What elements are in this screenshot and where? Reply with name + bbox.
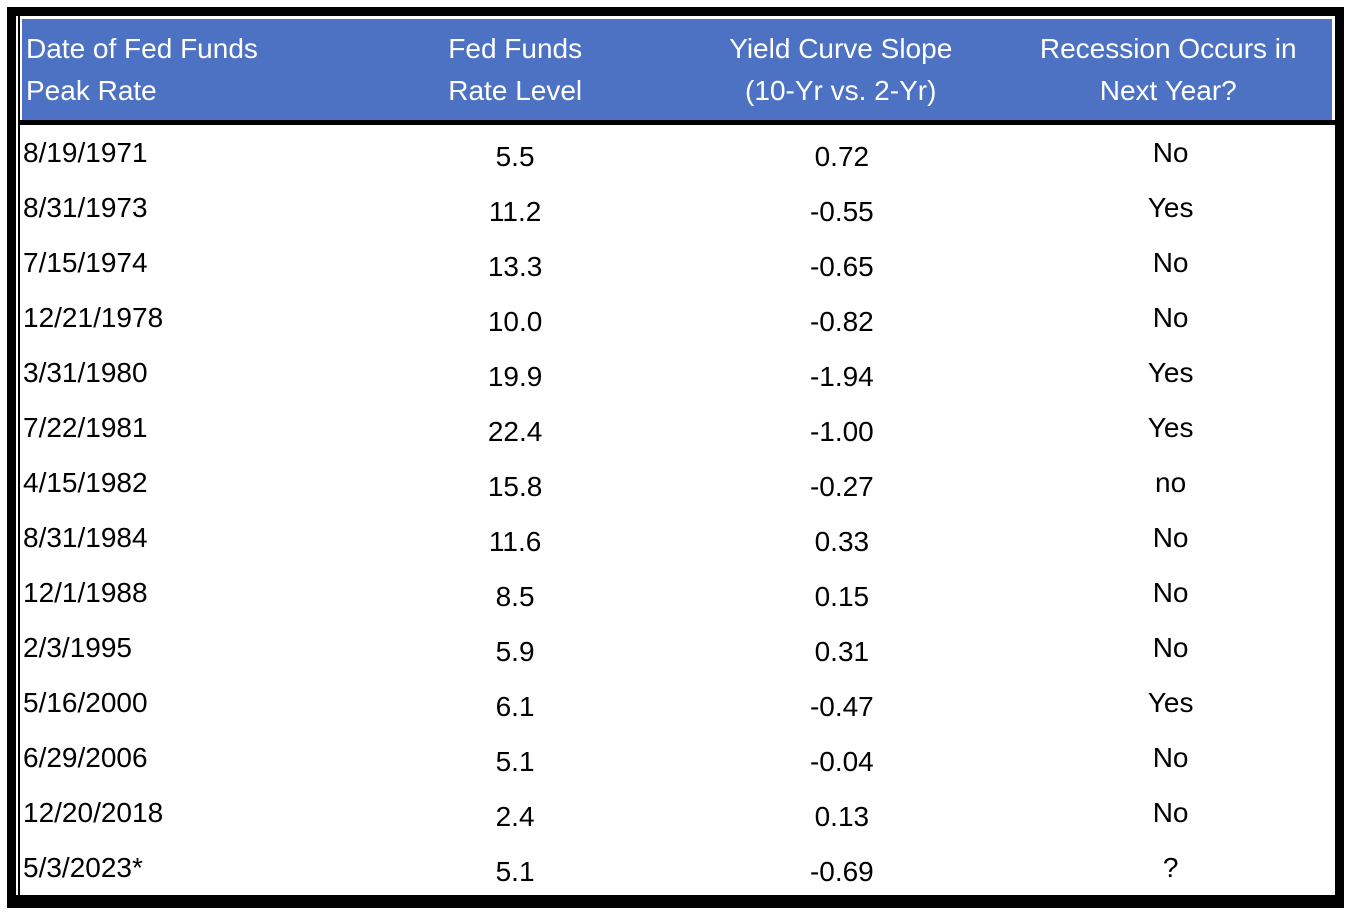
slope-cell: -0.47	[809, 690, 874, 722]
rate-cell: 11.2	[488, 195, 542, 227]
table-inner: Date of Fed Funds Peak Rate Fed Funds Ra…	[18, 16, 1335, 895]
table-row: 5/3/2023* 5.1 -0.69 ?	[20, 840, 1335, 895]
slope-cell: -0.55	[809, 195, 874, 227]
table-row: 8/31/1973 11.2 -0.55 Yes	[20, 180, 1335, 235]
date-cell: 12/21/1978	[23, 301, 164, 333]
recession-cell: No	[1152, 246, 1189, 278]
slope-cell: -0.82	[809, 305, 874, 337]
date-cell: 8/31/1984	[23, 521, 148, 553]
date-cell: 8/31/1973	[23, 191, 148, 223]
recession-cell: No	[1152, 631, 1189, 663]
slope-cell: -1.94	[809, 360, 874, 392]
rate-cell: 6.1	[495, 690, 535, 722]
table-row: 3/31/1980 19.9 -1.94 Yes	[20, 345, 1335, 400]
header-divider	[20, 120, 1335, 125]
table-row: 12/20/2018 2.4 0.13 No	[20, 785, 1335, 840]
recession-cell: Yes	[1147, 411, 1194, 443]
column-header-recession: Recession Occurs in Next Year?	[1004, 28, 1332, 112]
column-header-recession-line2: Next Year?	[1099, 74, 1237, 106]
date-cell: 12/20/2018	[23, 796, 164, 828]
slope-cell: -0.69	[809, 855, 874, 887]
table-row: 12/1/1988 8.5 0.15 No	[20, 565, 1335, 620]
table-row: 7/22/1981 22.4 -1.00 Yes	[20, 400, 1335, 455]
recession-cell: no	[1155, 466, 1187, 498]
column-header-slope-line2: (10-Yr vs. 2-Yr)	[745, 74, 937, 106]
date-cell: 6/29/2006	[23, 741, 148, 773]
table-row: 7/15/1974 13.3 -0.65 No	[20, 235, 1335, 290]
rate-cell: 5.9	[495, 635, 535, 667]
rate-cell: 5.5	[495, 140, 535, 172]
table-row: 8/19/1971 5.5 0.72 No	[20, 125, 1335, 180]
column-header-rate: Fed Funds Rate Level	[353, 28, 677, 112]
rate-cell: 5.1	[495, 745, 535, 777]
date-cell: 4/15/1982	[23, 466, 148, 498]
recession-cell: No	[1152, 521, 1189, 553]
rate-cell: 19.9	[487, 360, 543, 392]
column-header-slope: Yield Curve Slope (10-Yr vs. 2-Yr)	[677, 28, 1005, 112]
slope-cell: -0.04	[809, 745, 874, 777]
date-cell: 3/31/1980	[23, 356, 148, 388]
recession-cell: No	[1152, 741, 1189, 773]
column-header-slope-line1: Yield Curve Slope	[729, 32, 953, 64]
column-header-date-line2: Peak Rate	[26, 74, 157, 106]
date-cell: 12/1/1988	[23, 576, 148, 608]
recession-cell: No	[1152, 576, 1189, 608]
date-cell: 5/16/2000	[23, 686, 148, 718]
column-header-date-line1: Date of Fed Funds	[26, 32, 258, 64]
slope-cell: 0.31	[814, 635, 870, 667]
rate-cell: 22.4	[487, 415, 543, 447]
recession-cell: No	[1152, 136, 1189, 168]
column-header-rate-line1: Fed Funds	[448, 32, 583, 64]
rate-cell: 5.1	[495, 855, 535, 887]
table-frame: Date of Fed Funds Peak Rate Fed Funds Ra…	[7, 7, 1344, 908]
slope-cell: 0.33	[814, 525, 870, 557]
slope-cell: 0.13	[814, 800, 870, 832]
column-header-rate-line2: Rate Level	[448, 74, 583, 106]
slope-cell: -1.00	[809, 415, 874, 447]
rate-cell: 15.8	[487, 470, 543, 502]
recession-cell: No	[1152, 796, 1189, 828]
table-header: Date of Fed Funds Peak Rate Fed Funds Ra…	[22, 19, 1332, 120]
date-cell: 2/3/1995	[23, 631, 132, 663]
date-cell: 7/22/1981	[23, 411, 148, 443]
rate-cell: 2.4	[495, 800, 535, 832]
recession-cell: No	[1152, 301, 1189, 333]
rate-cell: 13.3	[487, 250, 543, 282]
recession-cell: ?	[1162, 851, 1179, 883]
recession-cell: Yes	[1147, 686, 1194, 718]
table-row: 4/15/1982 15.8 -0.27 no	[20, 455, 1335, 510]
recession-cell: Yes	[1147, 356, 1194, 388]
table-row: 12/21/1978 10.0 -0.82 No	[20, 290, 1335, 345]
slope-cell: 0.72	[814, 140, 870, 172]
slope-cell: -0.65	[809, 250, 874, 282]
slope-cell: 0.15	[814, 580, 870, 612]
table-body: 8/19/1971 5.5 0.72 No 8/31/1973 11.2 -0.…	[20, 125, 1335, 895]
table-row: 8/31/1984 11.6 0.33 No	[20, 510, 1335, 565]
column-header-date: Date of Fed Funds Peak Rate	[22, 28, 353, 112]
rate-cell: 10.0	[487, 305, 543, 337]
date-cell: 8/19/1971	[23, 136, 148, 168]
column-header-recession-line1: Recession Occurs in	[1039, 32, 1297, 64]
rate-cell: 8.5	[495, 580, 535, 612]
date-cell: 5/3/2023*	[23, 851, 143, 883]
table-row: 6/29/2006 5.1 -0.04 No	[20, 730, 1335, 785]
table-row: 5/16/2000 6.1 -0.47 Yes	[20, 675, 1335, 730]
date-cell: 7/15/1974	[23, 246, 148, 278]
table-row: 2/3/1995 5.9 0.31 No	[20, 620, 1335, 675]
slope-cell: -0.27	[809, 470, 874, 502]
rate-cell: 11.6	[488, 525, 542, 557]
recession-cell: Yes	[1147, 191, 1194, 223]
